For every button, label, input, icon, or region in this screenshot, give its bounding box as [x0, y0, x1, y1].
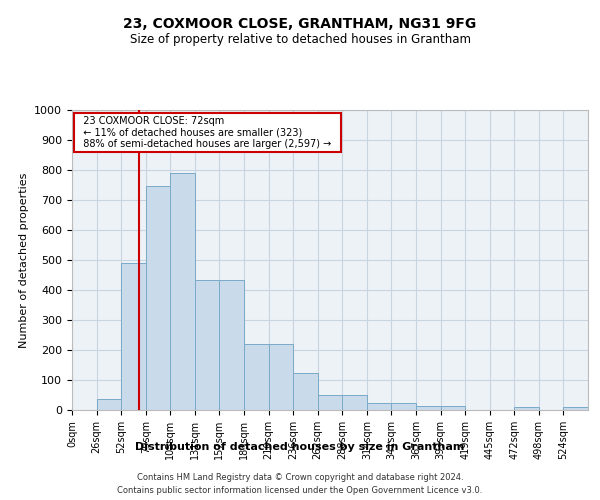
- Text: Contains public sector information licensed under the Open Government Licence v3: Contains public sector information licen…: [118, 486, 482, 495]
- Bar: [416, 406, 440, 410]
- Bar: [563, 407, 588, 410]
- Text: 23, COXMOOR CLOSE, GRANTHAM, NG31 9FG: 23, COXMOOR CLOSE, GRANTHAM, NG31 9FG: [124, 18, 476, 32]
- Bar: [342, 395, 367, 410]
- Bar: [170, 173, 195, 410]
- Bar: [146, 186, 170, 410]
- Bar: [195, 280, 220, 410]
- Bar: [440, 406, 465, 410]
- Bar: [367, 402, 391, 410]
- Bar: [220, 280, 244, 410]
- Bar: [244, 344, 269, 410]
- Y-axis label: Number of detached properties: Number of detached properties: [19, 172, 29, 348]
- Bar: [121, 263, 146, 410]
- Text: Size of property relative to detached houses in Grantham: Size of property relative to detached ho…: [130, 32, 470, 46]
- Text: 23 COXMOOR CLOSE: 72sqm  
  ← 11% of detached houses are smaller (323)  
  88% o: 23 COXMOOR CLOSE: 72sqm ← 11% of detache…: [77, 116, 338, 149]
- Text: Distribution of detached houses by size in Grantham: Distribution of detached houses by size …: [136, 442, 464, 452]
- Text: Contains HM Land Registry data © Crown copyright and database right 2024.: Contains HM Land Registry data © Crown c…: [137, 472, 463, 482]
- Bar: [514, 407, 539, 410]
- Bar: [97, 398, 121, 410]
- Bar: [391, 402, 416, 410]
- Bar: [293, 372, 318, 410]
- Bar: [318, 395, 342, 410]
- Bar: [269, 344, 293, 410]
